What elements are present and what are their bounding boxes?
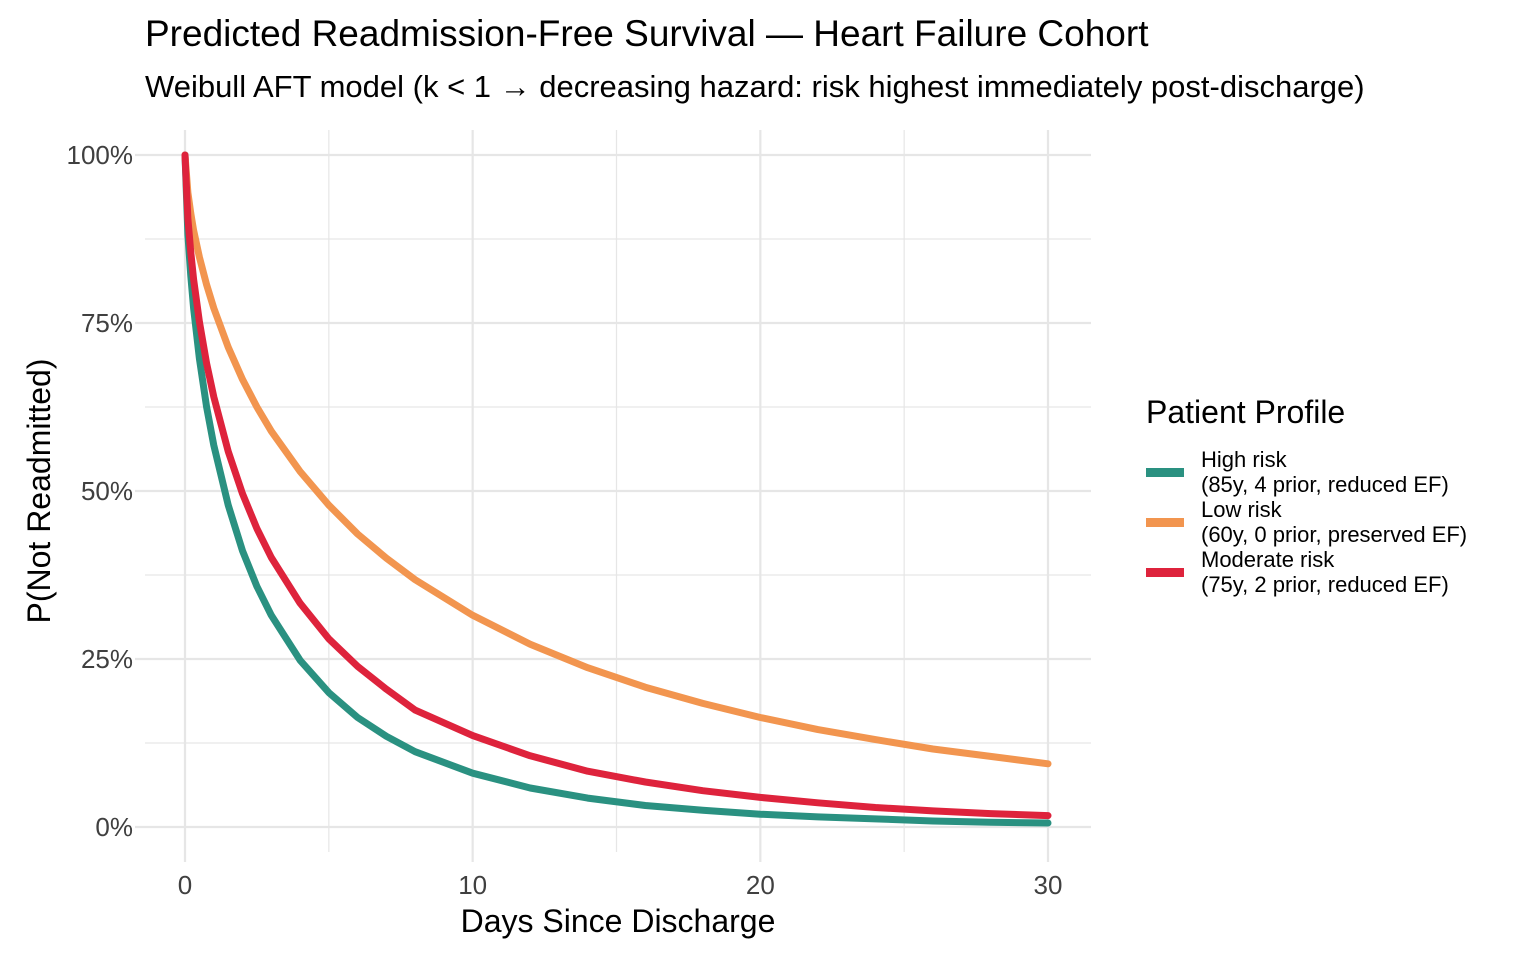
y-tick-label: 25% — [81, 644, 133, 674]
legend-entry-name: Low risk — [1201, 497, 1282, 522]
x-tick-label: 0 — [178, 870, 192, 900]
y-tick-label: 0% — [95, 812, 133, 842]
x-tick-label: 20 — [746, 870, 775, 900]
legend-entry-name: Moderate risk — [1201, 547, 1335, 572]
legend-key-line — [1146, 467, 1184, 477]
legend-title: Patient Profile — [1146, 394, 1346, 430]
survival-curve-low-risk — [181, 151, 1052, 768]
legend-entries: High risk (85y, 4 prior, reduced EF) Low r… — [1146, 447, 1467, 597]
y-tick-label: 50% — [81, 476, 133, 506]
legend-entry-labels: High risk (85y, 4 prior, reduced EF) — [1201, 447, 1449, 497]
y-axis-title: P(Not Readmitted) — [21, 359, 57, 624]
legend-entry-detail: (75y, 2 prior, reduced EF) — [1201, 572, 1449, 597]
legend-entry-detail: (60y, 0 prior, preserved EF) — [1201, 522, 1468, 547]
x-tick-label: 30 — [1034, 870, 1063, 900]
chart-title: Predicted Readmission-Free Survival — He… — [145, 13, 1149, 54]
legend-key-line — [1146, 517, 1184, 527]
y-tick-label: 100% — [67, 140, 134, 170]
chart-subtitle: Weibull AFT model (k < 1 → decreasing ha… — [145, 69, 1365, 104]
legend-entry: Moderate risk (75y, 2 prior, reduced EF) — [1146, 547, 1467, 597]
legend-key-line — [1146, 567, 1184, 577]
legend-entry-detail: (85y, 4 prior, reduced EF) — [1201, 472, 1449, 497]
legend-entry-labels: Low risk (60y, 0 prior, preserved EF) — [1201, 497, 1467, 547]
legend: Patient Profile High risk (85y, 4 prior, … — [1146, 393, 1467, 597]
y-tick-label: 75% — [81, 308, 133, 338]
survival-curve-high-risk — [181, 151, 1052, 827]
legend-entry-labels: Moderate risk (75y, 2 prior, reduced EF) — [1201, 547, 1449, 597]
x-axis-title: Days Since Discharge — [461, 903, 776, 939]
survival-curve-moderate-risk — [181, 151, 1052, 820]
legend-entry: Low risk (60y, 0 prior, preserved EF) — [1146, 497, 1467, 547]
legend-entry-name: High risk — [1201, 447, 1287, 472]
legend-entry: High risk (85y, 4 prior, reduced EF) — [1146, 447, 1467, 497]
x-tick-label: 10 — [458, 870, 487, 900]
